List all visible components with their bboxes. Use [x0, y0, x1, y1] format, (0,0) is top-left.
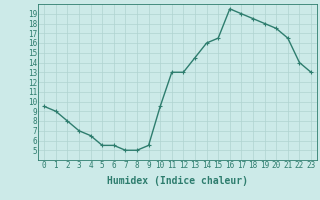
X-axis label: Humidex (Indice chaleur): Humidex (Indice chaleur) [107, 176, 248, 186]
